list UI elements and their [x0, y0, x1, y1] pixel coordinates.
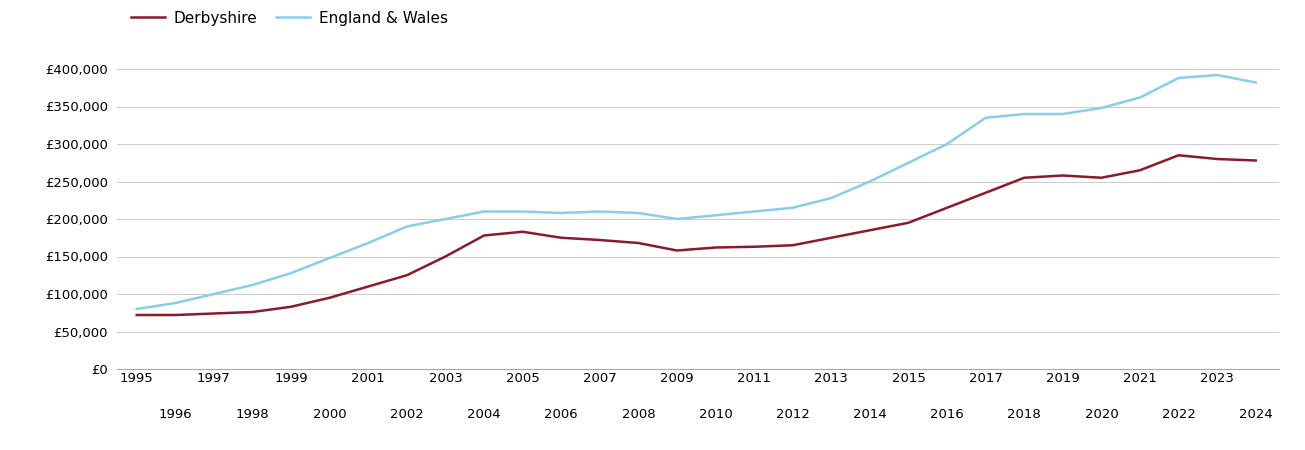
Derbyshire [322, 295, 338, 301]
England & Wales [283, 270, 299, 276]
Text: 2002: 2002 [390, 408, 424, 421]
Text: 1996: 1996 [158, 408, 192, 421]
Text: 2016: 2016 [930, 408, 964, 421]
England & Wales [437, 216, 453, 222]
England & Wales [977, 115, 993, 121]
Derbyshire [476, 233, 492, 238]
Text: 2010: 2010 [698, 408, 732, 421]
Derbyshire [940, 205, 955, 211]
Text: 2014: 2014 [853, 408, 887, 421]
England & Wales [476, 209, 492, 214]
Derbyshire [206, 311, 222, 316]
England & Wales [1133, 95, 1148, 100]
England & Wales [360, 240, 376, 246]
England & Wales [244, 282, 260, 288]
Derbyshire [784, 243, 800, 248]
Derbyshire [1171, 153, 1186, 158]
England & Wales [1210, 72, 1225, 78]
Text: 2020: 2020 [1084, 408, 1118, 421]
England & Wales [669, 216, 685, 222]
England & Wales [1248, 80, 1263, 85]
Text: 2008: 2008 [621, 408, 655, 421]
Derbyshire [244, 309, 260, 315]
Derbyshire [1017, 175, 1032, 180]
Derbyshire [900, 220, 916, 225]
Legend: Derbyshire, England & Wales: Derbyshire, England & Wales [125, 5, 454, 32]
England & Wales [514, 209, 530, 214]
Derbyshire [1094, 175, 1109, 180]
England & Wales [1094, 105, 1109, 111]
England & Wales [784, 205, 800, 211]
Text: 2012: 2012 [775, 408, 809, 421]
England & Wales [823, 195, 839, 201]
Text: 2018: 2018 [1007, 408, 1041, 421]
Line: Derbyshire: Derbyshire [137, 155, 1255, 315]
Derbyshire [707, 245, 723, 250]
England & Wales [553, 210, 569, 216]
Text: 2004: 2004 [467, 408, 501, 421]
Derbyshire [630, 240, 646, 246]
Derbyshire [283, 304, 299, 310]
Derbyshire [1133, 167, 1148, 173]
Derbyshire [1054, 173, 1070, 178]
Derbyshire [863, 228, 878, 233]
Derbyshire [514, 229, 530, 234]
England & Wales [1171, 75, 1186, 81]
Derbyshire [399, 273, 415, 278]
Derbyshire [437, 254, 453, 259]
Derbyshire [746, 244, 762, 249]
England & Wales [167, 300, 183, 306]
England & Wales [399, 224, 415, 229]
Line: England & Wales: England & Wales [137, 75, 1255, 309]
Derbyshire [823, 235, 839, 240]
Derbyshire [1210, 156, 1225, 162]
Text: 2022: 2022 [1161, 408, 1195, 421]
Derbyshire [669, 248, 685, 253]
England & Wales [863, 179, 878, 184]
England & Wales [707, 212, 723, 218]
Derbyshire [1248, 158, 1263, 163]
Text: 2024: 2024 [1238, 408, 1272, 421]
Derbyshire [977, 190, 993, 195]
England & Wales [129, 306, 145, 312]
Derbyshire [553, 235, 569, 240]
Derbyshire [129, 312, 145, 318]
England & Wales [1017, 111, 1032, 117]
Derbyshire [167, 312, 183, 318]
England & Wales [206, 291, 222, 297]
England & Wales [592, 209, 608, 214]
England & Wales [630, 210, 646, 216]
England & Wales [900, 160, 916, 166]
Derbyshire [592, 237, 608, 243]
England & Wales [940, 141, 955, 147]
Text: 1998: 1998 [236, 408, 269, 421]
England & Wales [322, 255, 338, 261]
England & Wales [746, 209, 762, 214]
Text: 2000: 2000 [313, 408, 347, 421]
England & Wales [1054, 111, 1070, 117]
Derbyshire [360, 284, 376, 289]
Text: 2006: 2006 [544, 408, 578, 421]
